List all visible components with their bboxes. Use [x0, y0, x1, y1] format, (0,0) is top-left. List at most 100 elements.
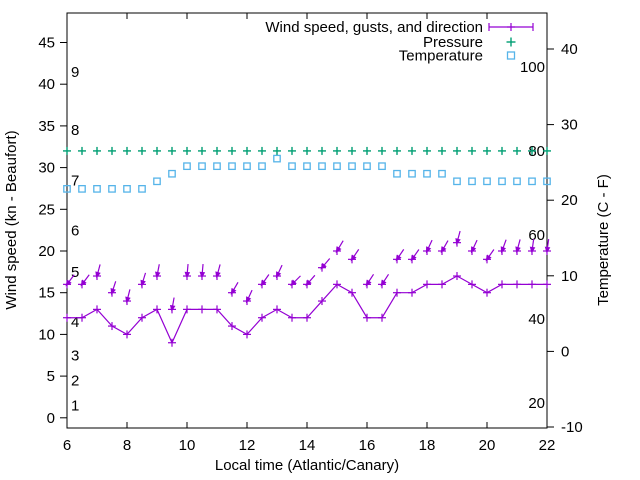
arrow-head: [199, 271, 206, 279]
beaufort-label: 7: [71, 172, 79, 189]
arrow-shaft: [457, 230, 461, 240]
arrow-head: [335, 246, 342, 254]
wind-marker: [168, 338, 176, 347]
beaufort-label: 5: [71, 264, 79, 281]
temperature-marker: [108, 185, 116, 193]
series-layer: [63, 146, 551, 347]
x-tick-label: 6: [63, 437, 71, 454]
arrow-head: [320, 262, 327, 270]
arrow-head: [110, 288, 116, 296]
wind-marker: [183, 305, 191, 314]
arrow-shaft: [531, 239, 535, 249]
temperature-marker: [483, 177, 491, 186]
gust-arrow: [543, 239, 551, 255]
arrow-shaft: [383, 273, 390, 283]
arrow-shaft: [338, 240, 344, 249]
pressure-marker: [243, 146, 251, 155]
gust-arrow: [228, 282, 239, 297]
legend-label: Temperature: [399, 48, 483, 65]
arrow-shaft: [546, 239, 550, 249]
x-tick-label: 14: [299, 437, 316, 454]
wind-marker: [273, 305, 281, 314]
left-tick-label: 20: [38, 243, 55, 260]
arrow-shaft: [217, 264, 221, 274]
pressure-marker: [318, 146, 326, 155]
pressure-marker: [468, 146, 476, 155]
gust-arrow: [393, 249, 405, 264]
arrow-shaft: [83, 274, 90, 283]
wind-marker: [288, 313, 296, 322]
gust-arrow: [498, 239, 507, 255]
right-tick-label: 40: [561, 41, 578, 58]
wind-marker: [543, 280, 551, 289]
pressure-marker: [258, 146, 266, 155]
wind-marker: [333, 280, 341, 289]
right-tick-label: 10: [561, 268, 578, 285]
arrow-head: [380, 279, 387, 287]
arrow-head: [65, 279, 72, 287]
temperature-marker: [363, 162, 371, 171]
temperature-marker: [453, 177, 461, 186]
wind-marker: [153, 305, 161, 314]
fahrenheit-label: 40: [528, 311, 545, 328]
left-tick-label: 5: [47, 368, 55, 385]
arrow-head: [544, 246, 551, 254]
arrow-shaft: [368, 273, 375, 283]
pressure-marker: [498, 146, 506, 155]
x-tick-label: 22: [539, 437, 556, 454]
pressure-marker: [228, 146, 236, 155]
pressure-marker: [348, 146, 356, 155]
fahrenheit-label: 20: [528, 395, 545, 412]
wind-marker: [123, 330, 131, 339]
temperature-marker: [183, 162, 191, 171]
arrow-head: [395, 254, 402, 262]
arrow-shaft: [293, 275, 301, 283]
gust-arrow: [198, 264, 206, 281]
pressure-marker: [363, 146, 371, 155]
left-tick-label: 35: [38, 118, 55, 135]
wind-marker: [408, 288, 416, 297]
arrow-shaft: [201, 264, 204, 274]
wind-marker: [318, 297, 326, 306]
fahrenheit-label: 100: [520, 59, 545, 76]
pressure-marker: [108, 146, 116, 155]
arrow-head: [500, 246, 506, 254]
fahrenheit-label: 60: [528, 227, 545, 244]
arrow-head: [365, 279, 372, 287]
gust-arrow: [453, 230, 461, 247]
x-axis-label: Local time (Atlantic/Canary): [215, 457, 399, 474]
pressure-marker: [213, 146, 221, 155]
temperature-marker: [303, 162, 311, 171]
wind-marker: [498, 280, 506, 289]
arrow-head: [260, 279, 267, 287]
left-tick-label: 30: [38, 160, 55, 177]
wind-marker: [348, 288, 356, 297]
arrow-head: [184, 271, 191, 279]
arrow-head: [169, 304, 176, 312]
left-tick-label: 40: [38, 76, 55, 93]
arrow-head: [290, 279, 297, 287]
temperature-marker: [438, 169, 446, 178]
legend-sample-square: [506, 51, 516, 60]
temperature-marker: [348, 162, 356, 171]
arrow-shaft: [112, 281, 117, 291]
wind-marker: [198, 305, 206, 314]
arrow-shaft: [263, 274, 270, 283]
legend-sample-plus: [506, 37, 516, 47]
arrow-shaft: [427, 239, 433, 249]
wind-marker: [63, 313, 71, 322]
wind-marker: [483, 288, 491, 297]
arrow-shaft: [232, 282, 239, 291]
beaufort-label: 1: [71, 397, 79, 414]
pressure-marker: [393, 146, 401, 155]
gust-arrow: [438, 240, 449, 255]
wind-marker: [528, 280, 536, 289]
pressure-marker: [288, 146, 296, 155]
arrow-shaft: [442, 240, 449, 249]
gust-arrow: [138, 272, 147, 289]
temperature-marker: [393, 169, 401, 178]
pressure-marker: [333, 146, 341, 155]
arrow-head: [305, 279, 312, 287]
beaufort-label: 2: [71, 372, 79, 389]
